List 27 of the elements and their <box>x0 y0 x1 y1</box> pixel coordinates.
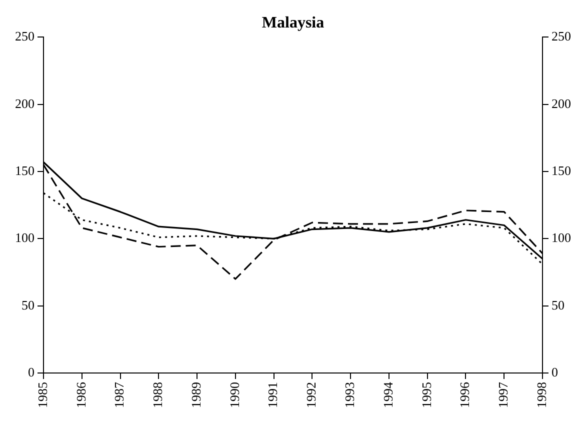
x-tick-label: 1987 <box>112 382 127 408</box>
x-tick-label: 1997 <box>496 382 511 408</box>
x-tick-label: 1989 <box>188 382 204 408</box>
y-tick-label: 250 <box>15 28 34 44</box>
x-tick-label: 1985 <box>34 382 50 408</box>
y-tick-label: 50 <box>22 297 34 312</box>
x-tick-label: 1993 <box>342 382 357 408</box>
x-tick-label: 1990 <box>226 382 242 408</box>
x-tick-label: 1995 <box>418 382 434 408</box>
y2-tick-label: 50 <box>552 297 564 312</box>
x-tick-label: 1986 <box>73 382 88 408</box>
y2-tick-label: 0 <box>552 364 558 380</box>
y2-tick-label: 250 <box>552 28 571 44</box>
x-tick-label: 1992 <box>304 382 319 408</box>
x-tick-label: 1998 <box>534 382 549 408</box>
x-tick-label: 1994 <box>380 382 396 408</box>
x-tick-label: 1991 <box>265 382 280 408</box>
y-tick-label: 0 <box>28 364 34 380</box>
y2-tick-label: 150 <box>552 162 571 178</box>
y-tick-label: 150 <box>15 162 34 178</box>
chart-title: Malaysia <box>262 14 324 32</box>
y2-tick-label: 200 <box>552 96 571 111</box>
x-tick-label: 1988 <box>150 382 166 408</box>
x-tick-label: 1996 <box>457 382 472 408</box>
y2-tick-label: 100 <box>552 230 571 246</box>
y-tick-label: 100 <box>15 230 34 246</box>
y-tick-label: 200 <box>15 96 34 111</box>
